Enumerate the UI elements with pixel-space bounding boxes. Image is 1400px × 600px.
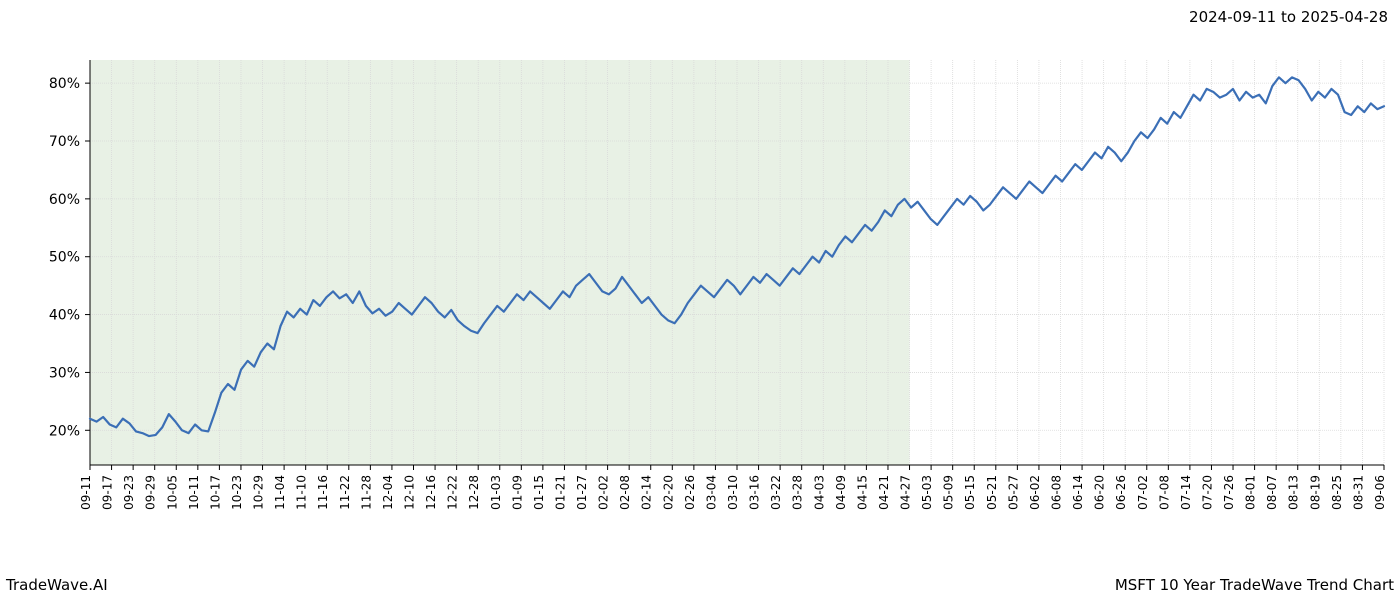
svg-text:12-28: 12-28 xyxy=(467,475,481,510)
chart-caption: MSFT 10 Year TradeWave Trend Chart xyxy=(1115,576,1394,594)
svg-text:10-23: 10-23 xyxy=(230,475,244,510)
svg-text:01-21: 01-21 xyxy=(553,475,567,510)
svg-text:06-20: 06-20 xyxy=(1093,475,1107,510)
svg-text:50%: 50% xyxy=(49,250,80,266)
svg-text:05-09: 05-09 xyxy=(942,475,956,510)
svg-text:11-16: 11-16 xyxy=(316,475,330,510)
svg-text:06-14: 06-14 xyxy=(1071,475,1085,510)
svg-text:06-02: 06-02 xyxy=(1028,475,1042,510)
svg-text:07-26: 07-26 xyxy=(1222,475,1236,510)
svg-text:05-27: 05-27 xyxy=(1006,475,1020,510)
svg-text:08-31: 08-31 xyxy=(1351,475,1365,510)
date-range-label: 2024-09-11 to 2025-04-28 xyxy=(1189,8,1388,26)
svg-text:09-29: 09-29 xyxy=(144,475,158,510)
svg-text:10-29: 10-29 xyxy=(252,475,266,510)
svg-text:09-23: 09-23 xyxy=(122,475,136,510)
svg-text:20%: 20% xyxy=(49,423,80,439)
svg-text:08-25: 08-25 xyxy=(1330,475,1344,510)
svg-text:06-26: 06-26 xyxy=(1114,475,1128,510)
svg-text:03-28: 03-28 xyxy=(791,475,805,510)
svg-text:10-11: 10-11 xyxy=(187,475,201,510)
svg-text:04-21: 04-21 xyxy=(877,475,891,510)
svg-text:80%: 80% xyxy=(49,76,80,92)
svg-text:10-05: 10-05 xyxy=(165,475,179,510)
svg-text:10-17: 10-17 xyxy=(208,475,222,510)
svg-text:04-09: 04-09 xyxy=(834,475,848,510)
svg-text:12-16: 12-16 xyxy=(424,475,438,510)
svg-text:60%: 60% xyxy=(49,192,80,208)
svg-text:40%: 40% xyxy=(49,308,80,324)
svg-text:04-27: 04-27 xyxy=(899,475,913,510)
svg-text:70%: 70% xyxy=(49,134,80,150)
svg-text:03-04: 03-04 xyxy=(704,475,718,510)
svg-text:01-15: 01-15 xyxy=(532,475,546,510)
svg-text:08-07: 08-07 xyxy=(1265,475,1279,510)
svg-text:03-10: 03-10 xyxy=(726,475,740,510)
svg-text:12-04: 12-04 xyxy=(381,475,395,510)
svg-text:12-10: 12-10 xyxy=(403,475,417,510)
svg-text:01-09: 01-09 xyxy=(510,475,524,510)
svg-text:03-22: 03-22 xyxy=(769,475,783,510)
svg-text:11-04: 11-04 xyxy=(273,475,287,510)
svg-text:08-19: 08-19 xyxy=(1308,475,1322,510)
svg-text:05-15: 05-15 xyxy=(963,475,977,510)
svg-text:09-17: 09-17 xyxy=(101,475,115,510)
svg-text:04-15: 04-15 xyxy=(855,475,869,510)
svg-text:07-14: 07-14 xyxy=(1179,475,1193,510)
svg-text:11-22: 11-22 xyxy=(338,475,352,510)
svg-text:02-08: 02-08 xyxy=(618,475,632,510)
svg-text:11-10: 11-10 xyxy=(295,475,309,510)
svg-text:05-21: 05-21 xyxy=(985,475,999,510)
svg-text:08-01: 08-01 xyxy=(1244,475,1258,510)
svg-text:07-20: 07-20 xyxy=(1200,475,1214,510)
svg-text:11-28: 11-28 xyxy=(359,475,373,510)
svg-text:01-27: 01-27 xyxy=(575,475,589,510)
svg-text:02-26: 02-26 xyxy=(683,475,697,510)
svg-text:09-06: 09-06 xyxy=(1373,475,1387,510)
svg-text:08-13: 08-13 xyxy=(1287,475,1301,510)
svg-text:09-11: 09-11 xyxy=(79,475,93,510)
svg-text:06-08: 06-08 xyxy=(1050,475,1064,510)
svg-text:07-02: 07-02 xyxy=(1136,475,1150,510)
svg-text:05-03: 05-03 xyxy=(920,475,934,510)
svg-text:03-16: 03-16 xyxy=(748,475,762,510)
svg-text:30%: 30% xyxy=(49,365,80,381)
svg-text:02-20: 02-20 xyxy=(661,475,675,510)
svg-text:02-14: 02-14 xyxy=(640,475,654,510)
trend-chart: 20% 30% 40% 50% 60% 70% 80% 09-11 09-17 09-23 09-2… xyxy=(0,40,1400,560)
brand-label: TradeWave.AI xyxy=(6,576,108,594)
svg-text:12-22: 12-22 xyxy=(446,475,460,510)
svg-text:07-08: 07-08 xyxy=(1157,475,1171,510)
chart-container: 20% 30% 40% 50% 60% 70% 80% 09-11 09-17 09-23 09-2… xyxy=(0,40,1400,560)
svg-text:04-03: 04-03 xyxy=(812,475,826,510)
svg-text:02-02: 02-02 xyxy=(597,475,611,510)
svg-text:01-03: 01-03 xyxy=(489,475,503,510)
